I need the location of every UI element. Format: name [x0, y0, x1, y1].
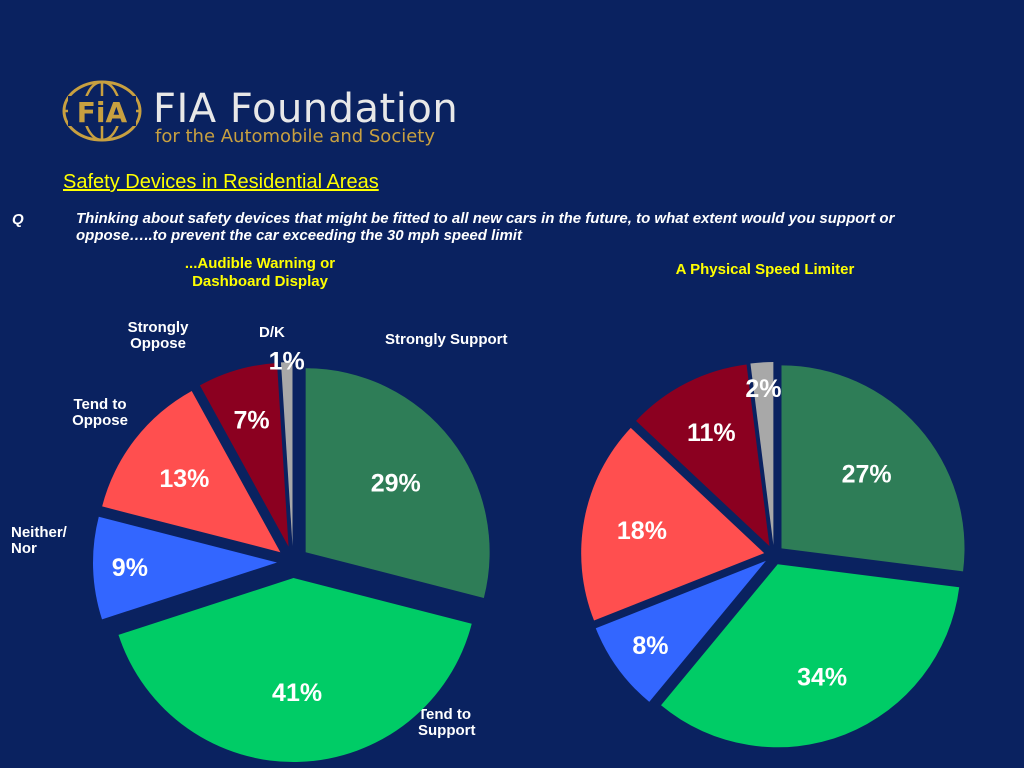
pie-value-label-tend-to-support: 41% — [272, 679, 322, 707]
fia-emblem-text: FiA — [77, 96, 128, 129]
pie-value-label-tend-to-oppose: 13% — [159, 465, 209, 493]
pie-slice-strongly-oppose — [199, 362, 289, 547]
pie-value-label-tend-to-oppose: 18% — [617, 517, 667, 545]
question-label: Q — [12, 211, 24, 228]
logo-tagline: for the Automobile and Society — [155, 126, 436, 147]
label-dk: D/K — [259, 324, 285, 341]
pie-value-label-dk: 2% — [745, 375, 781, 403]
pie-slice-strongly-support — [781, 365, 965, 572]
pie-slice-dk — [750, 362, 774, 546]
label-strongly-support: Strongly Support — [385, 331, 508, 348]
pie-slice-neither-nor — [93, 516, 278, 620]
pie-chart-1: 29% 41% 9% 13% 7% 1% — [93, 347, 490, 762]
pie-value-label-tend-to-support: 34% — [797, 664, 847, 692]
pie-slice-tend-to-oppose — [102, 390, 281, 553]
pie-slice-tend-to-support — [118, 577, 472, 762]
pie-value-label-strongly-oppose: 11% — [687, 419, 736, 447]
pie-chart-2: 27% 34% 8% 18% 11% 2% — [581, 362, 965, 748]
fia-foundation-logo: FiA FIA Foundation for the Automobile an… — [60, 78, 460, 148]
pie-slice-neither-nor — [595, 560, 766, 702]
pie-slice-strongly-oppose — [636, 364, 770, 547]
label-strongly-oppose: Strongly Oppose — [127, 319, 189, 352]
pie-slice-strongly-support — [305, 368, 490, 598]
label-tend-to-oppose: Tend to Oppose — [72, 396, 128, 429]
pie-value-label-dk: 1% — [269, 347, 305, 375]
logo-name: FIA Foundation — [153, 86, 459, 132]
pie-value-label-strongly-oppose: 7% — [234, 406, 270, 434]
fia-globe-emblem-icon: FiA — [62, 80, 142, 142]
pie-slice-tend-to-support — [661, 564, 960, 748]
label-tend-to-support: Tend to Support — [418, 706, 476, 739]
chart-title-audible-warning: ...Audible Warning or Dashboard Display — [184, 255, 336, 290]
pie-value-label-neither-nor: 8% — [632, 632, 668, 660]
pie-value-label-strongly-support: 27% — [842, 460, 892, 488]
pie-slice-dk — [280, 362, 293, 547]
pie-value-label-strongly-support: 29% — [371, 469, 421, 497]
question-text: Thinking about safety devices that might… — [76, 210, 895, 244]
page-title: Safety Devices in Residential Areas — [63, 171, 379, 193]
pie-value-label-neither-nor: 9% — [112, 554, 148, 582]
label-neither-nor: Neither/ Nor — [11, 524, 67, 557]
chart-title-speed-limiter: A Physical Speed Limiter — [675, 261, 855, 278]
pie-slice-tend-to-oppose — [581, 427, 765, 621]
